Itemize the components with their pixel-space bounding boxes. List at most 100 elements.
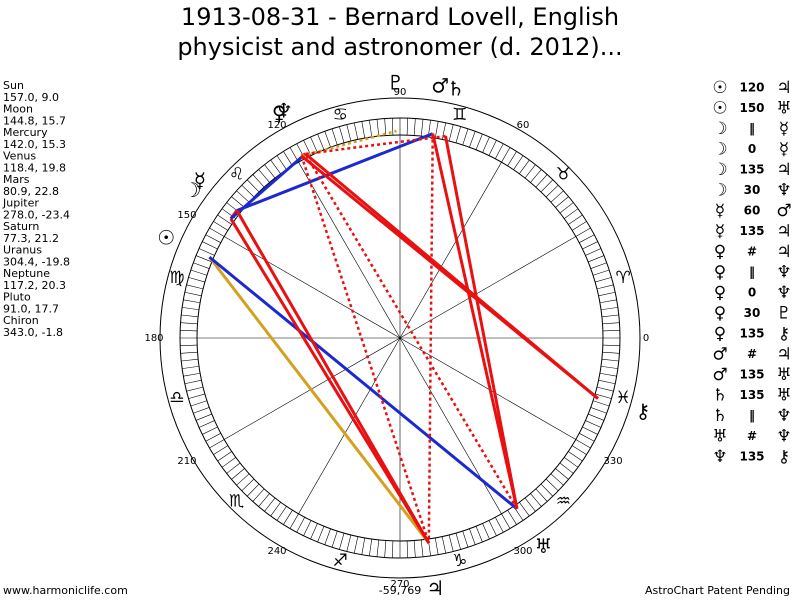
degree-tick — [324, 131, 331, 148]
degree-tick — [180, 330, 198, 332]
aspect-type: 60 — [744, 204, 761, 218]
degree-tick — [582, 426, 598, 435]
degree-tick — [559, 462, 574, 474]
degree-tick — [376, 119, 380, 137]
degree-tick — [392, 540, 394, 558]
spoke — [298, 162, 401, 339]
degree-tick — [231, 196, 245, 208]
aspect-type: 0 — [748, 142, 756, 156]
sign-glyph: ♐ — [333, 551, 348, 571]
ring — [159, 97, 641, 579]
degree-tick — [488, 520, 497, 536]
degree-tick — [475, 133, 483, 150]
degree-tick — [361, 121, 366, 139]
degree-tick — [310, 523, 318, 540]
planet-name: Sun — [3, 79, 24, 92]
degree-tick — [564, 457, 579, 468]
degree-tick — [568, 214, 583, 225]
degree-tick — [441, 536, 447, 554]
degree-tick — [310, 136, 318, 153]
aspect-planet: ♆ — [776, 406, 791, 426]
degree-label: 300 — [513, 546, 532, 557]
degree-tick — [283, 509, 293, 525]
sign-glyph: ♒ — [556, 491, 571, 511]
degree-tick — [369, 538, 373, 556]
aspect-planet: ♀ — [714, 304, 726, 324]
aspect-planet: ⚷ — [778, 447, 790, 467]
degree-tick — [434, 537, 439, 555]
degree-tick — [448, 534, 454, 552]
degree-tick — [579, 433, 595, 442]
degree-tick — [564, 208, 579, 219]
aspect-planet: ☿ — [715, 201, 725, 221]
aspect-type: 135 — [739, 224, 764, 238]
degree-tick — [184, 291, 202, 297]
degree-tick — [202, 241, 218, 250]
degree-tick — [246, 179, 260, 193]
degree-tick — [482, 523, 490, 540]
planet-name: Venus — [3, 150, 36, 163]
spoke — [298, 337, 401, 514]
degree-tick — [550, 190, 564, 203]
sign-glyph: ♏ — [229, 491, 244, 511]
aspect-planet: ♅ — [776, 386, 791, 406]
degree-tick — [181, 358, 199, 362]
degree-tick — [264, 497, 276, 512]
degree-tick — [258, 169, 270, 183]
degree-tick — [186, 284, 204, 290]
aspect-line — [304, 152, 599, 400]
degree-tick — [296, 517, 305, 533]
degree-tick — [406, 540, 408, 558]
aspect-planet: ♄ — [712, 386, 727, 406]
degree-tick — [195, 413, 212, 421]
degree-tick — [180, 344, 198, 346]
degree-tick — [571, 221, 587, 231]
aspect-line — [304, 153, 519, 510]
degree-tick — [598, 379, 616, 385]
degree-tick — [188, 277, 205, 283]
planet-glyph: ☿ — [194, 168, 206, 192]
aspect-planet: ♀ — [714, 283, 726, 303]
planet-position: 91.0, 17.7 — [3, 303, 59, 316]
footer-right: AstroChart Patent Pending — [645, 584, 790, 597]
planet-position: 142.0, 15.3 — [3, 138, 66, 151]
sign-glyph: ♊ — [452, 105, 467, 125]
degree-tick — [545, 478, 559, 492]
aspect-planet: ♀ — [714, 263, 726, 283]
aspect-line — [236, 132, 434, 212]
degree-label: 330 — [603, 456, 622, 467]
planet-glyph: ♀ — [272, 101, 287, 125]
degree-tick — [602, 330, 620, 332]
degree-tick — [190, 269, 208, 276]
degree-tick — [186, 386, 204, 392]
degree-tick — [555, 468, 569, 480]
planet-position: 278.0, -23.4 — [3, 209, 70, 222]
degree-label: 150 — [177, 210, 196, 221]
degree-tick — [599, 372, 617, 377]
degree-tick — [182, 307, 200, 311]
degree-tick — [592, 269, 610, 276]
degree-label: 180 — [144, 333, 163, 344]
degree-tick — [198, 420, 215, 428]
aspect-planet: ♄ — [712, 406, 727, 426]
degree-tick — [205, 234, 221, 243]
degree-tick — [213, 221, 229, 231]
degree-tick — [317, 526, 325, 543]
aspect-planet: ☽ — [712, 140, 727, 160]
degree-tick — [590, 262, 607, 269]
degree-tick — [462, 128, 469, 146]
degree-tick — [469, 528, 476, 545]
planet-glyph: ♄ — [447, 77, 465, 101]
degree-tick — [283, 151, 293, 167]
spoke — [399, 162, 502, 339]
degree-tick — [195, 255, 212, 263]
degree-tick — [209, 439, 225, 449]
aspect-planet: ♅ — [712, 427, 727, 447]
degree-tick — [579, 234, 595, 243]
degree-tick — [599, 299, 617, 304]
aspect-planet: ☽ — [712, 181, 727, 201]
degree-tick — [346, 124, 352, 142]
degree-tick — [601, 358, 619, 362]
sign-glyph: ♉ — [556, 165, 571, 185]
